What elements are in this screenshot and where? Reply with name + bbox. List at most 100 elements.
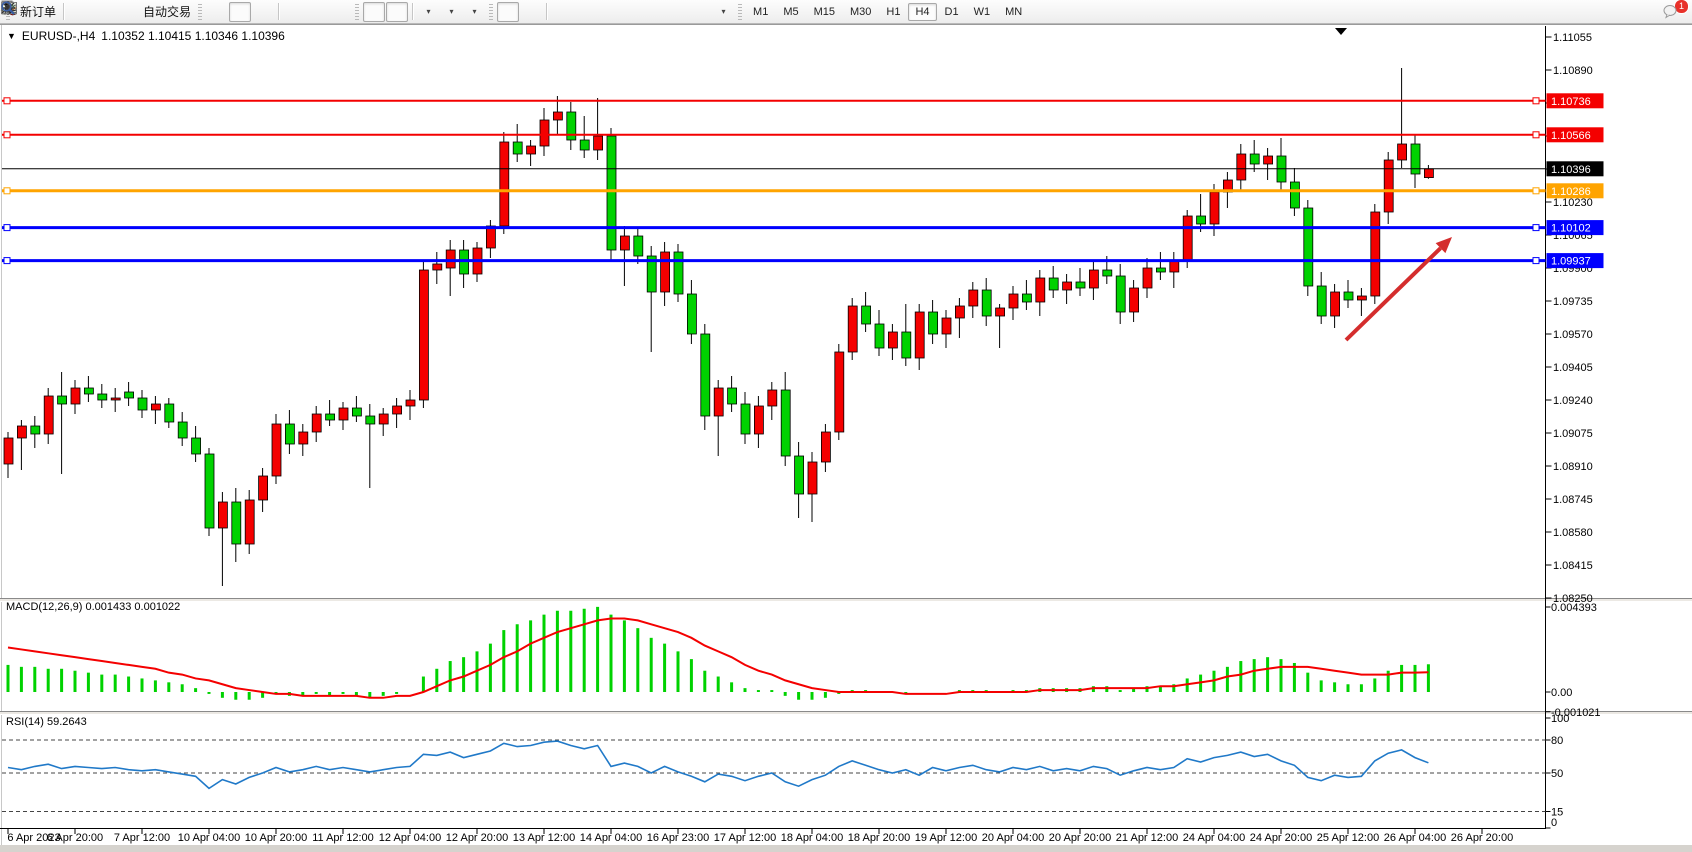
autotrading-label: 自动交易 <box>143 5 192 19</box>
timeframe-m15[interactable]: M15 <box>813 5 835 18</box>
candle-body <box>1022 293 1032 303</box>
price-label-text: 1.10102 <box>1551 223 1591 235</box>
line-anchor-marker[interactable] <box>3 257 11 265</box>
new-order-label: 新订单 <box>20 5 57 19</box>
x-axis-label: 6 Apr 20:00 <box>47 832 103 844</box>
chat-button[interactable]: 1 <box>1661 0 1689 22</box>
toolbar-grip[interactable] <box>489 3 494 20</box>
x-axis-label: 7 Apr 12:00 <box>114 832 170 844</box>
timeframe-h1[interactable]: H1 <box>886 5 901 18</box>
candle-body <box>794 455 804 495</box>
candle-body <box>231 501 242 545</box>
toolbar-separator <box>278 3 280 20</box>
x-axis-label: 10 Apr 20:00 <box>245 832 307 844</box>
candle-body <box>1008 293 1019 309</box>
candle-body <box>646 255 657 293</box>
candle-body <box>1249 153 1260 165</box>
line-anchor-marker[interactable] <box>3 224 11 232</box>
candle-body <box>1089 269 1099 289</box>
line-anchor-marker[interactable] <box>3 131 11 139</box>
candle-body <box>941 317 952 335</box>
toolbar-separator <box>63 3 65 20</box>
y-axis-label: 1.08910 <box>1553 461 1593 473</box>
rsi-line <box>7 740 1429 790</box>
candle-body <box>137 397 148 411</box>
candle-body <box>70 387 81 405</box>
candle-body <box>740 403 751 435</box>
candle-body <box>1129 287 1139 313</box>
line-anchor-marker[interactable] <box>1532 257 1540 265</box>
trend-arrow-object[interactable] <box>1344 246 1442 342</box>
candle-body <box>1303 207 1314 287</box>
panel-splitter[interactable] <box>0 711 1692 715</box>
line-anchor-marker[interactable] <box>1532 97 1540 105</box>
timeframe-d1[interactable]: D1 <box>944 5 959 18</box>
candle-body <box>807 461 818 495</box>
line-anchor-marker[interactable] <box>1532 187 1540 195</box>
price-label-text: 1.10286 <box>1551 186 1591 198</box>
y-axis-label: 1.09075 <box>1553 428 1593 440</box>
candle-body <box>392 405 403 415</box>
svg-text:T: T <box>6 3 13 15</box>
candle-body <box>579 139 590 151</box>
x-axis-label: 10 Apr 04:00 <box>178 832 240 844</box>
candle-body <box>418 269 429 401</box>
timeframe-h4[interactable]: H4 <box>908 2 937 21</box>
timeframe-mn[interactable]: MN <box>1005 5 1023 18</box>
chart-background[interactable] <box>0 24 1692 852</box>
candle-body <box>874 323 885 349</box>
candle-body <box>1263 155 1273 165</box>
toolbar-grip[interactable] <box>355 3 360 20</box>
line-anchor-marker[interactable] <box>1532 224 1540 232</box>
timeframe-m1[interactable]: M1 <box>753 5 769 18</box>
timeframe-m5[interactable]: M5 <box>783 5 799 18</box>
candle-body <box>566 111 577 141</box>
chart-title-symbol: EURUSD-,H4 <box>21 29 96 43</box>
x-axis-label: 24 Apr 20:00 <box>1250 832 1312 844</box>
line-anchor-marker[interactable] <box>3 97 11 105</box>
candle-body <box>1370 211 1381 297</box>
candle-body <box>1035 277 1046 303</box>
template-caret-icon: ▾ <box>472 7 477 16</box>
candle-body <box>351 407 362 417</box>
toolbar-grip[interactable] <box>738 3 743 20</box>
timeframe-w1[interactable]: W1 <box>973 5 991 18</box>
candle-body <box>298 431 309 445</box>
candle-body <box>1424 168 1434 179</box>
line-anchor-marker[interactable] <box>1532 131 1540 139</box>
rsi-axis-label: 15 <box>1551 807 1563 819</box>
y-axis-label: 1.09405 <box>1553 362 1593 374</box>
candle-body <box>499 141 510 227</box>
candle-body <box>1330 291 1340 317</box>
panel-splitter[interactable] <box>0 598 1692 602</box>
text-icon: A <box>4 2 13 16</box>
cursor-button[interactable] <box>5 1 520 22</box>
price-label-box <box>1546 127 1604 143</box>
candle-body <box>191 437 202 455</box>
candle-body <box>995 307 1005 317</box>
candle-body <box>1236 153 1247 181</box>
text-button[interactable]: A <box>4 2 688 22</box>
candle-body <box>204 453 215 529</box>
search-button[interactable] <box>1 1 1660 22</box>
candle-body <box>553 111 563 121</box>
candle-body <box>258 475 269 501</box>
candle-body <box>124 391 134 399</box>
symbol-dropdown-icon[interactable]: ▼ <box>7 31 16 41</box>
x-axis-label: 16 Apr 23:00 <box>647 832 709 844</box>
candle-body <box>861 305 871 325</box>
text-label-button[interactable]: T <box>1 2 711 22</box>
candle-body <box>1062 281 1072 291</box>
price-label-box <box>1546 220 1604 236</box>
candle-body <box>217 501 228 529</box>
line-anchor-marker[interactable] <box>3 187 11 195</box>
timeframe-m30[interactable]: M30 <box>850 5 872 18</box>
candle-body <box>150 403 161 411</box>
rsi-indicator-label: RSI(14) 59.2643 <box>6 716 87 728</box>
search-icon <box>1 1 15 15</box>
candle-body <box>445 249 456 269</box>
toolbar-grip[interactable] <box>198 3 203 20</box>
rsi-axis-label: 50 <box>1551 768 1563 780</box>
candle-body <box>405 399 416 407</box>
